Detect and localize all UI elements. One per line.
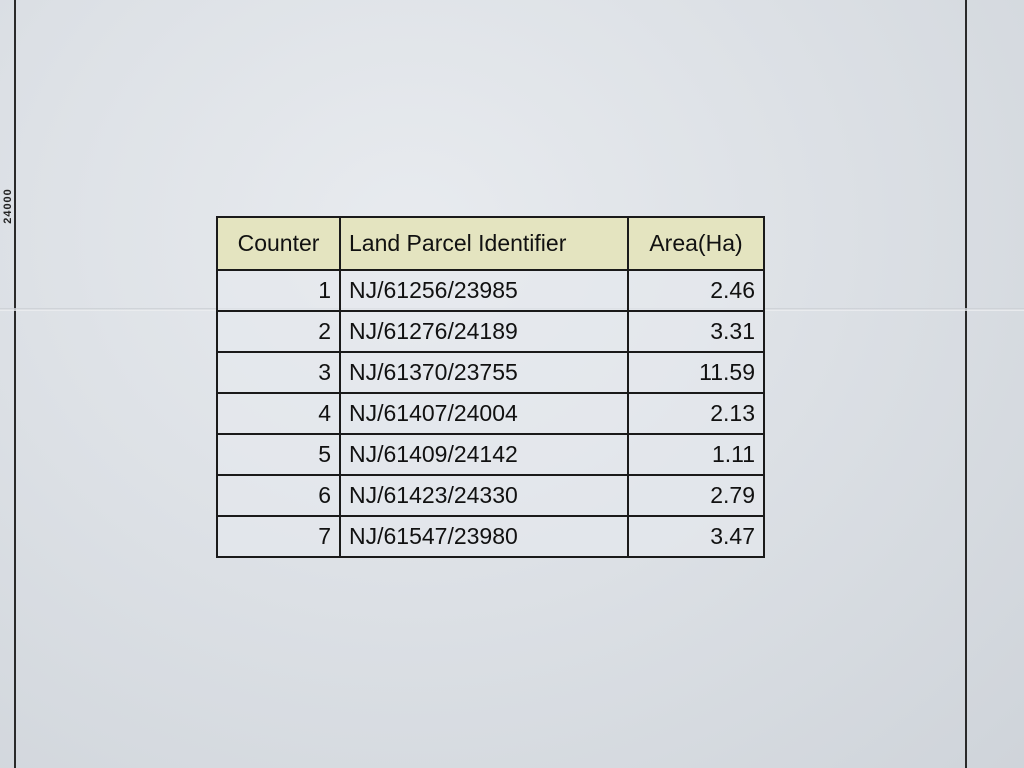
table-row: 5 NJ/61409/24142 1.11 [216, 433, 765, 476]
parcel-id-cell: NJ/61370/23755 [339, 351, 629, 394]
area-cell: 2.13 [627, 392, 765, 435]
counter-cell: 2 [216, 310, 341, 353]
right-margin-line [965, 0, 967, 768]
edge-text: 24000 [1, 188, 14, 224]
table-row: 7 NJ/61547/23980 3.47 [216, 515, 765, 558]
area-cell: 3.31 [627, 310, 765, 353]
land-parcel-table: Counter Land Parcel Identifier Area(Ha) … [216, 216, 765, 558]
table-row: 4 NJ/61407/24004 2.13 [216, 392, 765, 435]
left-margin-line [14, 0, 16, 768]
area-cell: 1.11 [627, 433, 765, 476]
table-row: 1 NJ/61256/23985 2.46 [216, 269, 765, 312]
parcel-id-cell: NJ/61409/24142 [339, 433, 629, 476]
table-row: 3 NJ/61370/23755 11.59 [216, 351, 765, 394]
counter-cell: 4 [216, 392, 341, 435]
area-cell: 2.46 [627, 269, 765, 312]
area-cell: 11.59 [627, 351, 765, 394]
area-cell: 3.47 [627, 515, 765, 558]
header-counter: Counter [216, 216, 341, 271]
header-land-parcel-identifier: Land Parcel Identifier [339, 216, 629, 271]
parcel-id-cell: NJ/61423/24330 [339, 474, 629, 517]
table-header-row: Counter Land Parcel Identifier Area(Ha) [216, 216, 765, 271]
parcel-id-cell: NJ/61256/23985 [339, 269, 629, 312]
parcel-id-cell: NJ/61547/23980 [339, 515, 629, 558]
area-cell: 2.79 [627, 474, 765, 517]
counter-cell: 3 [216, 351, 341, 394]
counter-cell: 6 [216, 474, 341, 517]
counter-cell: 1 [216, 269, 341, 312]
counter-cell: 7 [216, 515, 341, 558]
parcel-id-cell: NJ/61276/24189 [339, 310, 629, 353]
table-row: 6 NJ/61423/24330 2.79 [216, 474, 765, 517]
header-area: Area(Ha) [627, 216, 765, 271]
counter-cell: 5 [216, 433, 341, 476]
table-row: 2 NJ/61276/24189 3.31 [216, 310, 765, 353]
parcel-id-cell: NJ/61407/24004 [339, 392, 629, 435]
